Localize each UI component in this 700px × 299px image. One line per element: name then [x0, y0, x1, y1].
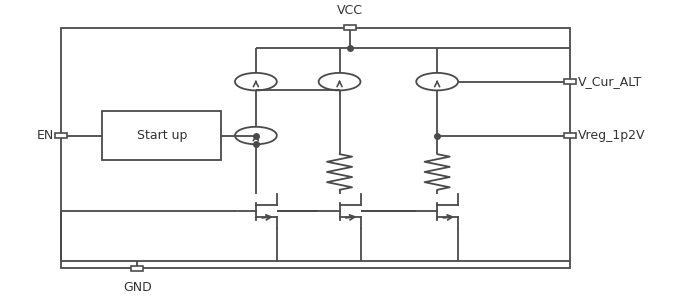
Text: Vreg_1p2V: Vreg_1p2V [578, 129, 645, 142]
Bar [61, 28, 570, 268]
Text: EN: EN [36, 129, 54, 142]
Text: VCC: VCC [337, 4, 363, 17]
Bar [55, 133, 66, 138]
Bar [102, 111, 221, 160]
Text: GND: GND [123, 281, 152, 294]
Bar [344, 25, 356, 30]
Bar [132, 266, 144, 271]
Text: V_Cur_ALT: V_Cur_ALT [578, 75, 642, 88]
Text: Start up: Start up [136, 129, 187, 142]
Bar [564, 79, 575, 84]
Bar [564, 133, 575, 138]
